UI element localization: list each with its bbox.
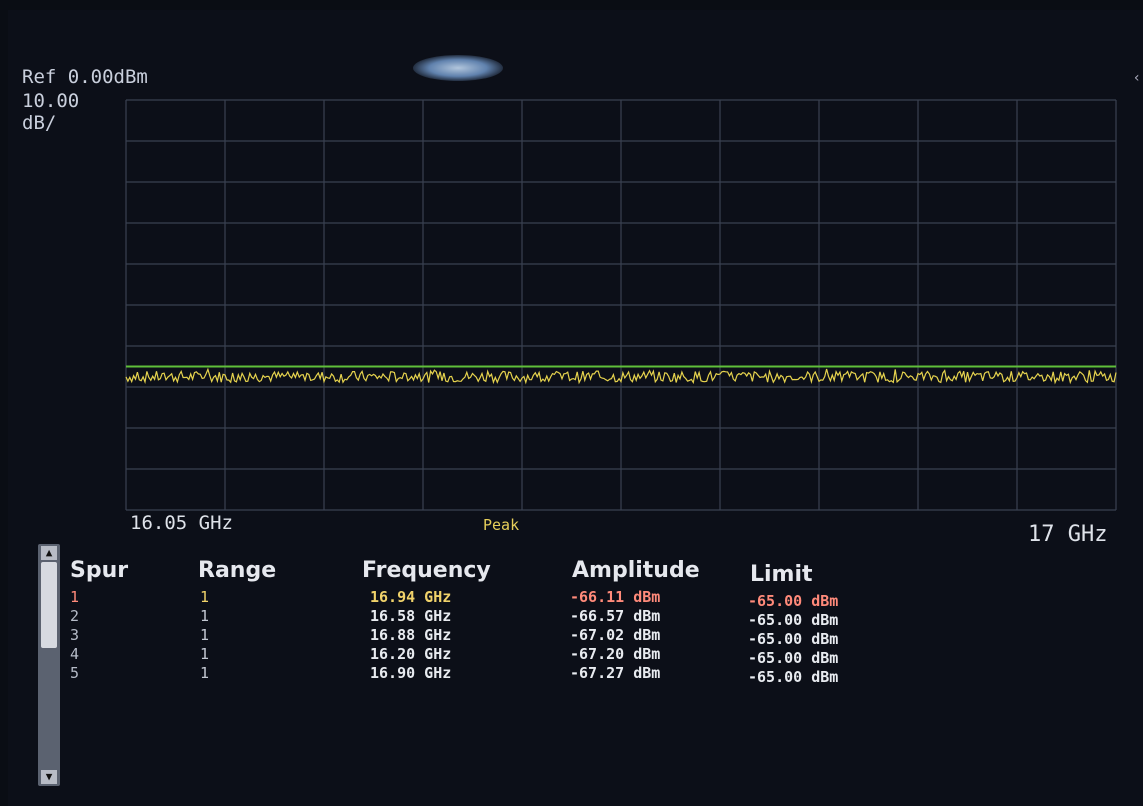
frequency-cell[interactable]: 16.58 GHz	[370, 607, 452, 625]
range-cell[interactable]: 1	[200, 588, 210, 606]
frequency-cell[interactable]: 16.90 GHz	[370, 664, 452, 682]
down-arrow-icon[interactable]: ▼	[41, 770, 57, 784]
range-column: 1 1 1 1 1	[200, 588, 209, 683]
spectrum-plot	[125, 99, 1117, 511]
spur-cell[interactable]: 2	[70, 607, 80, 625]
spur-cell[interactable]: 3	[70, 626, 80, 644]
limit-cell[interactable]: -65.00 dBm	[748, 649, 839, 667]
up-arrow-icon[interactable]: ▲	[41, 546, 57, 560]
frequency-cell[interactable]: 16.94 GHz	[370, 588, 452, 606]
header-frequency[interactable]: Frequency	[362, 558, 491, 583]
amplitude-cell[interactable]: -66.11 dBm	[570, 588, 661, 606]
scale-unit-readout: dB/	[22, 112, 57, 134]
header-spur[interactable]: Spur	[70, 558, 129, 583]
spur-table: ▲ ▼ Spur Range Frequency Amplitude Limit…	[8, 540, 1143, 806]
limit-cell[interactable]: -65.00 dBm	[748, 611, 839, 629]
screen-glare	[413, 55, 503, 81]
range-cell[interactable]: 1	[200, 607, 210, 625]
scroll-thumb[interactable]	[41, 562, 57, 648]
spur-cell[interactable]: 5	[70, 664, 80, 682]
spur-cell[interactable]: 4	[70, 645, 80, 663]
chevron-left-icon[interactable]: ‹	[1132, 70, 1141, 86]
table-scrollbar[interactable]: ▲ ▼	[38, 544, 60, 786]
frequency-cell[interactable]: 16.88 GHz	[370, 626, 452, 644]
amplitude-cell[interactable]: -67.02 dBm	[570, 626, 661, 644]
scale-value-readout: 10.00	[22, 90, 80, 112]
amplitude-cell[interactable]: -66.57 dBm	[570, 607, 661, 625]
start-frequency-label: 16.05 GHz	[130, 512, 233, 534]
limit-cell[interactable]: -65.00 dBm	[748, 592, 839, 610]
analyzer-screen: Ref 0.00dBm 10.00 dB/ ‹ 16.05 GHz Peak 1…	[8, 10, 1143, 806]
detector-label: Peak	[483, 516, 520, 534]
limit-cell[interactable]: -65.00 dBm	[748, 630, 839, 648]
header-range[interactable]: Range	[198, 558, 277, 583]
amplitude-column: -66.11 dBm -66.57 dBm -67.02 dBm -67.20 …	[570, 588, 660, 683]
range-cell[interactable]: 1	[200, 664, 210, 682]
limit-cell[interactable]: -65.00 dBm	[748, 668, 839, 686]
spur-column: 1 2 3 4 5	[70, 588, 79, 683]
range-cell[interactable]: 1	[200, 626, 210, 644]
limit-column: -65.00 dBm -65.00 dBm -65.00 dBm -65.00 …	[748, 592, 838, 687]
frequency-column: 16.94 GHz 16.58 GHz 16.88 GHz 16.20 GHz …	[370, 588, 451, 683]
spectrum-trace	[125, 367, 1117, 385]
frequency-cell[interactable]: 16.20 GHz	[370, 645, 452, 663]
amplitude-cell[interactable]: -67.27 dBm	[570, 664, 661, 682]
amplitude-cell[interactable]: -67.20 dBm	[570, 645, 661, 663]
range-cell[interactable]: 1	[200, 645, 210, 663]
spur-cell[interactable]: 1	[70, 588, 80, 606]
ref-level-readout: Ref 0.00dBm	[22, 66, 148, 88]
header-amplitude[interactable]: Amplitude	[572, 558, 700, 583]
header-limit[interactable]: Limit	[750, 562, 813, 587]
stop-frequency-label: 17 GHz	[1028, 522, 1108, 547]
